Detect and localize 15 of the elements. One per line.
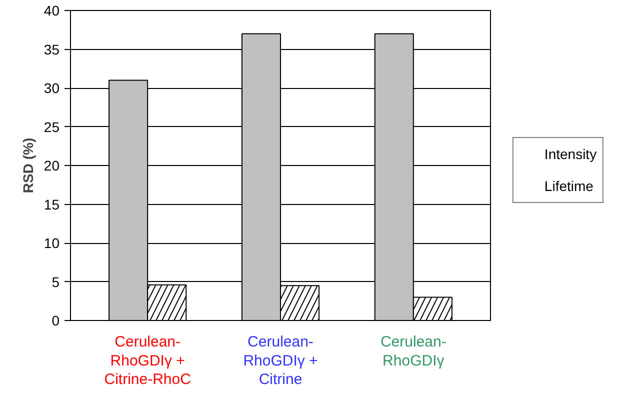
text: Intensity [544, 146, 597, 162]
y-tick-label: 25 [44, 118, 60, 135]
y-tick-label: 10 [44, 235, 60, 251]
y-tick-label: 15 [44, 196, 60, 212]
x-tick-label: Cerulean- RhoGDIγ + Citrine [243, 334, 318, 388]
y-tick-label: 0 [52, 312, 60, 328]
y-tick-label: 30 [44, 80, 60, 96]
y-tick-label: 20 [44, 158, 60, 174]
y-tick-label: 35 [44, 41, 60, 58]
y-tick-label: 5 [52, 274, 60, 290]
x-tick-label: Cerulean- RhoGDIγ [380, 334, 446, 370]
y-tick-label: 40 [44, 2, 60, 18]
y-axis-title: RSD (%) [20, 138, 36, 194]
x-tick-label: Cerulean- RhoGDIγ + Citrine-RhoC [104, 334, 192, 388]
text: Lifetime [544, 178, 594, 194]
